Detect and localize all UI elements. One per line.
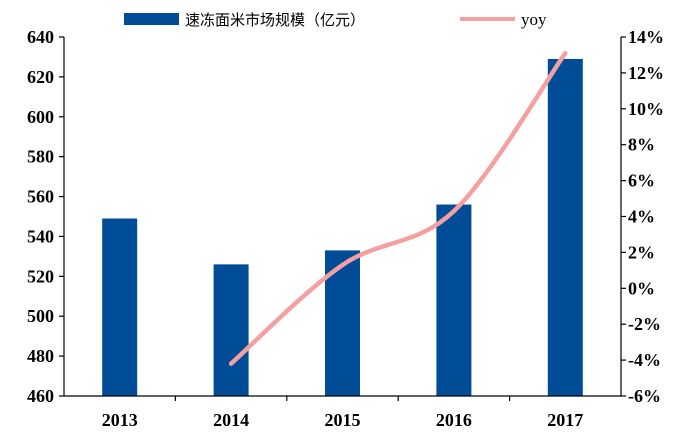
bar-series [102, 58, 583, 396]
line-series [228, 50, 568, 366]
left-tick-label: 640 [27, 27, 54, 47]
yoy-line [228, 50, 568, 366]
right-tick-label: 6% [628, 171, 655, 191]
x-tick-label: 2016 [436, 410, 472, 430]
right-tick-label: 8% [628, 135, 655, 155]
legend-swatch-bar [124, 13, 179, 25]
x-axis-labels: 2013 2014 2015 2016 2017 [102, 410, 584, 430]
x-tick-label: 2013 [102, 410, 138, 430]
bar-2013 [102, 218, 138, 396]
axes [59, 36, 626, 401]
right-tick-label: 0% [628, 278, 655, 298]
x-tick-label: 2014 [213, 410, 249, 430]
x-tick-label: 2015 [325, 410, 361, 430]
left-tick-label: 580 [27, 147, 54, 167]
left-tick-label: 540 [27, 226, 54, 246]
legend: 速冻面米市场规模（亿元） yoy [124, 10, 547, 29]
left-tick-label: 560 [27, 187, 54, 207]
left-tick-label: 500 [27, 306, 54, 326]
bar-2014 [213, 264, 249, 396]
legend-label-line: yoy [521, 10, 547, 29]
right-tick-label: -6% [628, 386, 661, 406]
left-tick-label: 620 [27, 67, 54, 87]
bar-2017 [547, 58, 583, 396]
legend-label-bar: 速冻面米市场规模（亿元） [185, 11, 365, 29]
right-tick-label: 10% [628, 99, 664, 119]
x-tick-label: 2017 [547, 410, 583, 430]
right-tick-label: -4% [628, 350, 661, 370]
right-tick-label: 4% [628, 207, 655, 227]
right-tick-label: 2% [628, 242, 655, 262]
right-axis-ticks: 14% 12% 10% 8% 6% 4% 2% 0% -2% -4% -6% [628, 27, 664, 406]
bar-2016 [436, 204, 472, 396]
left-tick-label: 520 [27, 266, 54, 286]
left-axis-ticks: 640 620 600 580 560 540 520 500 480 460 [27, 27, 54, 406]
right-tick-label: 14% [628, 27, 664, 47]
right-tick-label: 12% [628, 63, 664, 83]
left-tick-label: 460 [27, 386, 54, 406]
left-tick-label: 480 [27, 346, 54, 366]
left-tick-label: 600 [27, 107, 54, 127]
right-tick-label: -2% [628, 314, 661, 334]
